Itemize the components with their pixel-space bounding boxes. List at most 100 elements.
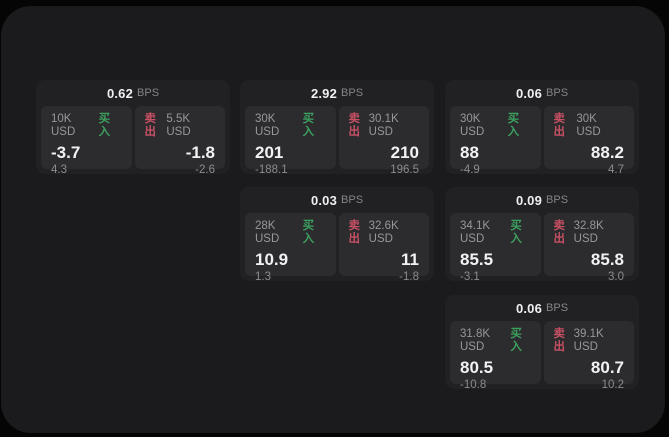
bps-value: 0.62	[106, 85, 134, 101]
sell-sub-value: 4.7	[608, 164, 624, 176]
sell-amount: 30K USD	[576, 113, 601, 138]
buy-amount: 30K USD	[460, 113, 485, 138]
buy-price: 85.5	[460, 250, 494, 269]
sell-sub-value: 3.0	[608, 271, 624, 283]
sell-panel-top: 卖出 5.5K USD	[145, 113, 216, 139]
quote-card: 0.06 BPS 31.8K USD 买入 80.5 -10.8 卖出 39.1…	[445, 295, 639, 391]
bps-value: 0.03	[310, 192, 338, 208]
buy-quote-panel[interactable]: 30K USD 买入 88 -4.9	[450, 106, 541, 176]
sell-quote-panel[interactable]: 卖出 32.6K USD 11 -1.8	[338, 213, 429, 283]
quote-panels: 34.1K USD 买入 85.5 -3.1 卖出 32.8K USD 85.8…	[450, 213, 634, 283]
sell-price: 88.2	[590, 143, 624, 162]
card-header: 0.06 BPS	[450, 80, 634, 106]
buy-sub-value: -10.8	[460, 379, 487, 391]
sell-sub-value: 196.5	[390, 164, 419, 176]
quote-panels: 28K USD 买入 10.9 1.3 卖出 32.6K USD 11 -1.8	[245, 213, 429, 283]
sell-sub-value: -1.8	[399, 271, 419, 283]
sell-quote-panel[interactable]: 卖出 5.5K USD -1.8 -2.6	[134, 106, 225, 176]
sell-panel-top: 卖出 32.8K USD	[554, 220, 625, 246]
sell-price: 80.7	[590, 358, 624, 377]
buy-amount: 10K USD	[51, 113, 76, 138]
buy-panel-top: 34.1K USD 买入	[460, 220, 531, 246]
quote-card: 0.06 BPS 30K USD 买入 88 -4.9 卖出 30K USD 8…	[445, 80, 639, 176]
buy-badge: 买入	[507, 113, 520, 138]
sell-price: 11	[401, 250, 419, 269]
buy-quote-panel[interactable]: 34.1K USD 买入 85.5 -3.1	[450, 213, 541, 283]
bps-value: 0.06	[515, 300, 543, 316]
sell-badge: 卖出	[348, 113, 361, 138]
card-header: 0.06 BPS	[450, 295, 634, 321]
buy-badge: 买入	[510, 220, 522, 245]
sell-badge: 卖出	[553, 113, 566, 138]
quote-card: 0.09 BPS 34.1K USD 买入 85.5 -3.1 卖出 32.8K…	[445, 187, 639, 283]
bps-unit-label: BPS	[341, 87, 364, 99]
sell-price: 85.8	[590, 250, 624, 269]
sell-quote-panel[interactable]: 卖出 32.8K USD 85.8 3.0	[543, 213, 634, 283]
buy-sub-value: 1.3	[255, 271, 271, 283]
buy-panel-top: 31.8K USD 买入	[460, 328, 531, 354]
buy-panel-top: 30K USD 买入	[255, 113, 326, 139]
bps-unit-label: BPS	[341, 194, 364, 206]
bps-unit-label: BPS	[546, 87, 569, 99]
sell-sub-value: -2.6	[195, 164, 215, 176]
buy-sub-value: -4.9	[460, 164, 480, 176]
bps-value: 0.06	[515, 85, 543, 101]
sell-badge: 卖出	[553, 220, 566, 245]
sell-panel-top: 卖出 32.6K USD	[349, 220, 420, 246]
buy-panel-top: 28K USD 买入	[255, 220, 326, 246]
sell-amount: 32.8K USD	[573, 220, 604, 245]
quote-panels: 30K USD 买入 88 -4.9 卖出 30K USD 88.2 4.7	[450, 106, 634, 176]
sell-quote-panel[interactable]: 卖出 30K USD 88.2 4.7	[543, 106, 634, 176]
sell-amount: 30.1K USD	[368, 113, 399, 138]
buy-amount: 31.8K USD	[460, 328, 491, 353]
card-header: 0.09 BPS	[450, 187, 634, 213]
bps-unit-label: BPS	[546, 194, 569, 206]
buy-quote-panel[interactable]: 31.8K USD 买入 80.5 -10.8	[450, 321, 541, 391]
bps-value: 0.09	[515, 192, 543, 208]
buy-quote-panel[interactable]: 10K USD 买入 -3.7 4.3	[41, 106, 132, 176]
buy-price: 10.9	[255, 250, 289, 269]
buy-sub-value: -188.1	[255, 164, 288, 176]
buy-quote-panel[interactable]: 30K USD 买入 201 -188.1	[245, 106, 336, 176]
quote-card: 2.92 BPS 30K USD 买入 201 -188.1 卖出 30.1K …	[240, 80, 434, 176]
bps-unit-label: BPS	[137, 87, 160, 99]
buy-amount: 28K USD	[255, 220, 280, 245]
sell-panel-top: 卖出 30K USD	[554, 113, 625, 139]
bps-value: 2.92	[310, 85, 338, 101]
bps-unit-label: BPS	[546, 302, 569, 314]
buy-amount: 30K USD	[255, 113, 280, 138]
quote-panels: 30K USD 买入 201 -188.1 卖出 30.1K USD 210 1…	[245, 106, 429, 176]
buy-amount: 34.1K USD	[460, 220, 491, 245]
quote-panels: 31.8K USD 买入 80.5 -10.8 卖出 39.1K USD 80.…	[450, 321, 634, 391]
buy-panel-top: 30K USD 买入	[460, 113, 531, 139]
quote-card: 0.03 BPS 28K USD 买入 10.9 1.3 卖出 32.6K US…	[240, 187, 434, 283]
buy-quote-panel[interactable]: 28K USD 买入 10.9 1.3	[245, 213, 336, 283]
sell-panel-top: 卖出 39.1K USD	[554, 328, 625, 354]
quote-card: 0.62 BPS 10K USD 买入 -3.7 4.3 卖出 5.5K USD…	[36, 80, 230, 176]
sell-quote-panel[interactable]: 卖出 30.1K USD 210 196.5	[338, 106, 429, 176]
sell-amount: 5.5K USD	[166, 113, 191, 138]
buy-badge: 买入	[302, 220, 315, 245]
buy-price: 201	[255, 143, 284, 162]
buy-price: -3.7	[51, 143, 81, 162]
quote-panels: 10K USD 买入 -3.7 4.3 卖出 5.5K USD -1.8 -2.…	[41, 106, 225, 176]
quote-board: 0.62 BPS 10K USD 买入 -3.7 4.3 卖出 5.5K USD…	[1, 6, 665, 433]
sell-price: -1.8	[185, 143, 215, 162]
buy-price: 80.5	[460, 358, 494, 377]
buy-panel-top: 10K USD 买入	[51, 113, 122, 139]
card-header: 0.62 BPS	[41, 80, 225, 106]
sell-quote-panel[interactable]: 卖出 39.1K USD 80.7 10.2	[543, 321, 634, 391]
sell-price: 210	[390, 143, 419, 162]
buy-badge: 买入	[510, 328, 522, 353]
sell-panel-top: 卖出 30.1K USD	[349, 113, 420, 139]
sell-amount: 39.1K USD	[573, 328, 604, 353]
card-header: 0.03 BPS	[245, 187, 429, 213]
buy-price: 88	[460, 143, 479, 162]
buy-sub-value: 4.3	[51, 164, 67, 176]
buy-badge: 买入	[302, 113, 315, 138]
buy-sub-value: -3.1	[460, 271, 480, 283]
sell-badge: 卖出	[553, 328, 566, 353]
sell-amount: 32.6K USD	[368, 220, 399, 245]
sell-sub-value: 10.2	[601, 379, 624, 391]
card-header: 2.92 BPS	[245, 80, 429, 106]
